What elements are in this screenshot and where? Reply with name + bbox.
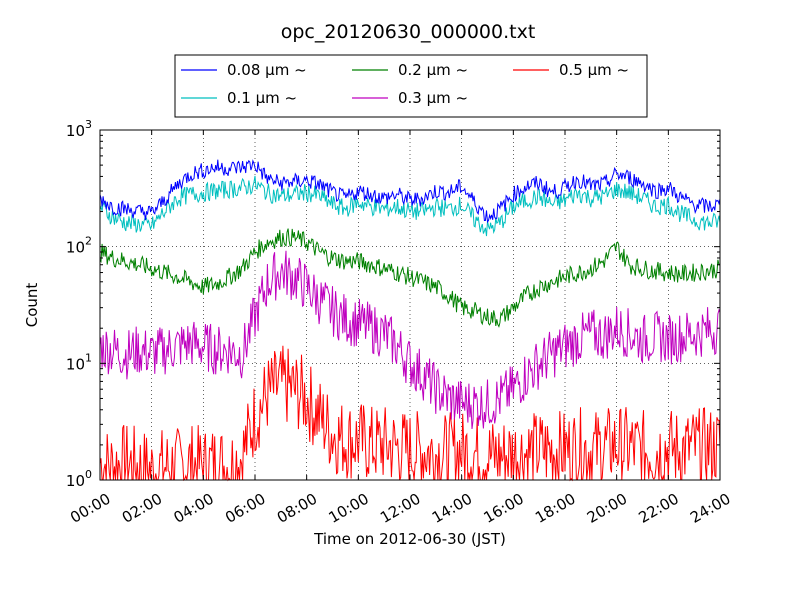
y-tick-base: 10 bbox=[66, 355, 85, 373]
legend-label-3: 0.3 μm ~ bbox=[398, 89, 468, 107]
x-tick-label: 10:00 bbox=[325, 490, 371, 527]
x-tick-label: 14:00 bbox=[429, 490, 475, 527]
x-tick-label: 24:00 bbox=[687, 490, 733, 527]
legend-label-1: 0.1 μm ~ bbox=[227, 89, 297, 107]
series-line-3 bbox=[99, 250, 721, 430]
series-line-0 bbox=[99, 159, 721, 224]
x-axis-label: Time on 2012-06-30 (JST) bbox=[313, 530, 506, 548]
y-tick-label: 100 bbox=[66, 468, 92, 490]
x-tick-label: 12:00 bbox=[377, 490, 423, 527]
y-tick-exp: 3 bbox=[85, 118, 92, 131]
x-tick-label: 04:00 bbox=[170, 490, 216, 527]
x-tick-label: 16:00 bbox=[480, 490, 526, 527]
x-tick-label: 18:00 bbox=[532, 490, 578, 527]
y-tick-label: 103 bbox=[66, 118, 92, 140]
y-tick-base: 10 bbox=[66, 472, 85, 490]
y-tick-base: 10 bbox=[66, 239, 85, 257]
legend-label-4: 0.5 μm ~ bbox=[559, 61, 629, 79]
y-tick-label: 102 bbox=[66, 235, 92, 257]
series-line-1 bbox=[99, 175, 721, 237]
y-tick-base: 10 bbox=[66, 122, 85, 140]
legend-label-2: 0.2 μm ~ bbox=[398, 61, 468, 79]
x-tick-label: 08:00 bbox=[274, 490, 320, 527]
y-tick-label: 101 bbox=[66, 351, 92, 373]
chart-title: opc_20120630_000000.txt bbox=[281, 21, 536, 43]
y-tick-exp: 0 bbox=[85, 468, 92, 481]
legend: 0.08 μm ~ 0.1 μm ~ 0.2 μm ~ 0.3 μm ~ 0.5 μm … bbox=[174, 54, 648, 118]
x-tick-label: 20:00 bbox=[584, 490, 630, 527]
legend-frame bbox=[174, 54, 648, 118]
y-tick-exp: 2 bbox=[85, 235, 92, 248]
x-tick-label: 06:00 bbox=[222, 490, 268, 527]
legend-label-0: 0.08 μm ~ bbox=[227, 61, 307, 79]
series-line-2 bbox=[99, 228, 721, 328]
y-tick-exp: 1 bbox=[85, 351, 92, 364]
x-tick-label: 22:00 bbox=[635, 490, 681, 527]
x-tick-label: 00:00 bbox=[67, 490, 113, 527]
x-tick-label: 02:00 bbox=[119, 490, 165, 527]
series-group bbox=[99, 159, 721, 482]
y-axis-label: Count bbox=[23, 283, 41, 328]
